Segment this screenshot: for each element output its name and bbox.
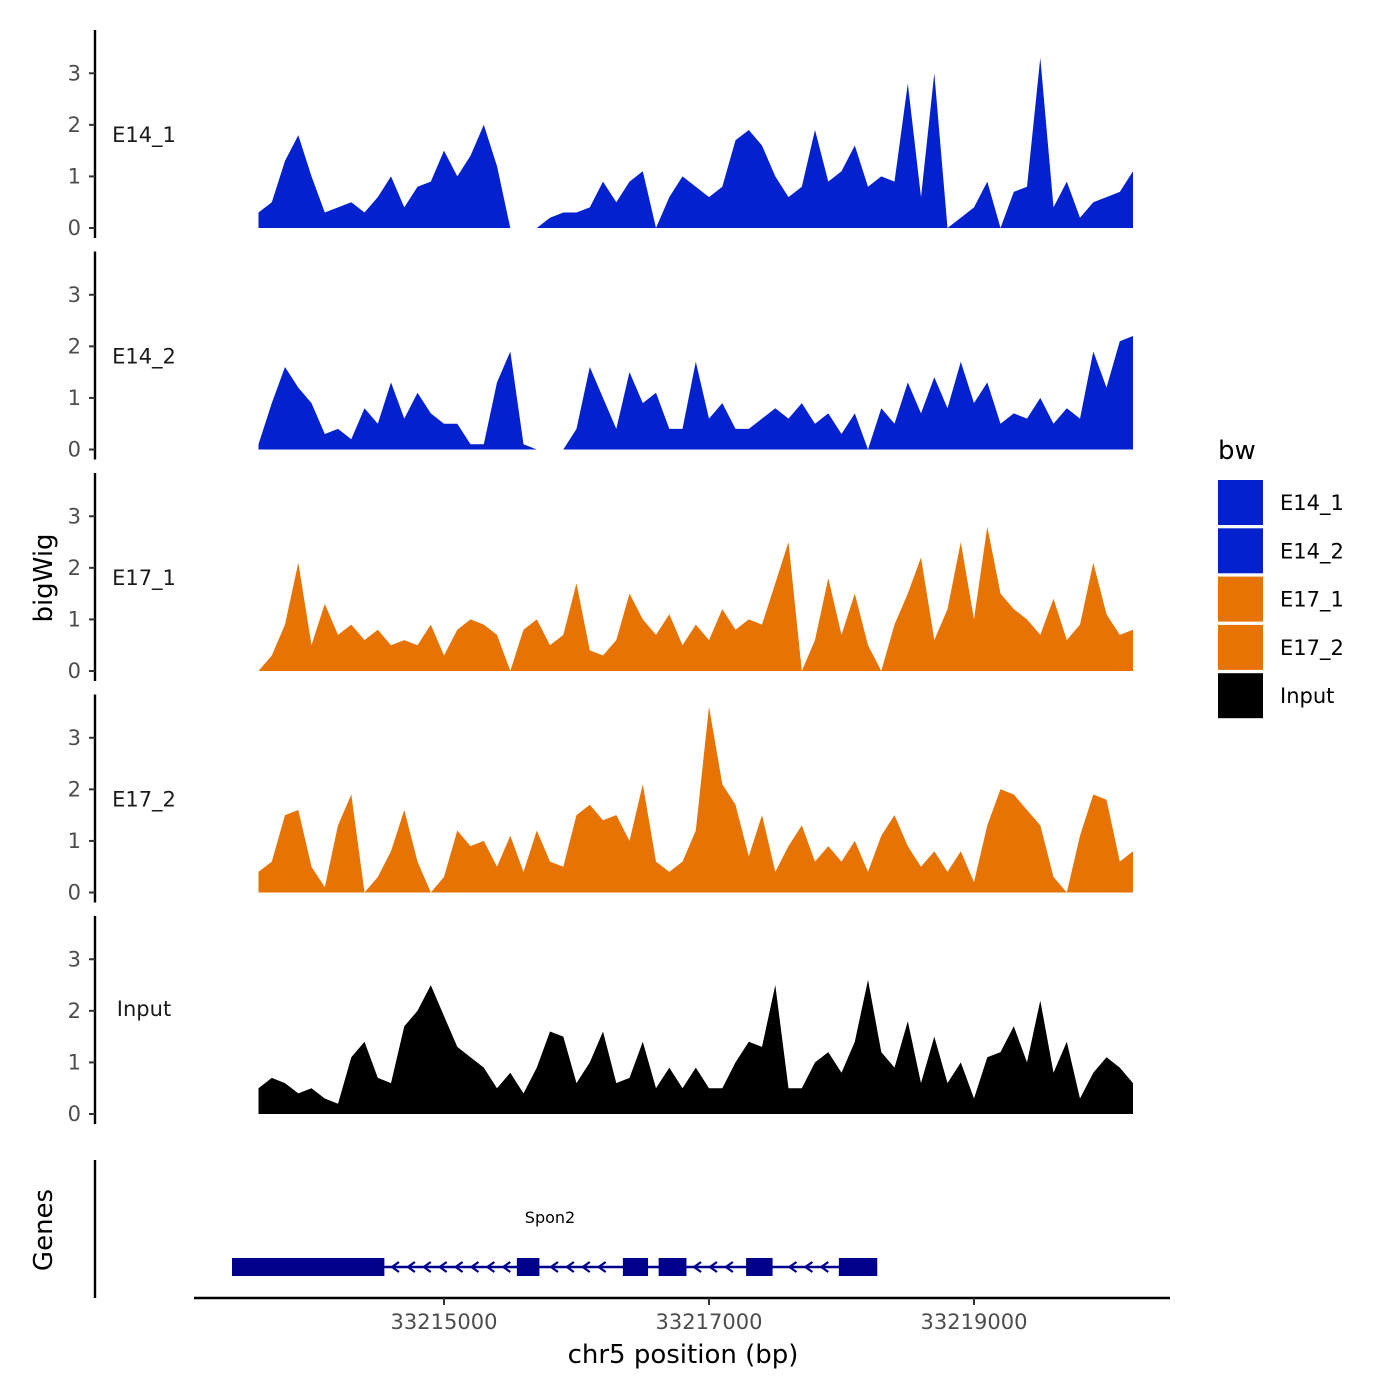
legend-label-E17_1: E17_1	[1280, 588, 1344, 613]
x-axis-title: chr5 position (bp)	[568, 1340, 799, 1370]
y-tick-label: 2	[68, 999, 81, 1023]
x-tick-label: 33217000	[656, 1310, 763, 1334]
track-label-E14_2: E14_2	[112, 345, 176, 370]
strand-arrow	[390, 1261, 400, 1273]
track-E17_1: 0 1 2 3 E17_1	[68, 473, 1133, 683]
y-tick-label: 1	[68, 164, 81, 188]
strand-arrow	[692, 1261, 702, 1273]
y-tick-label: 3	[68, 61, 81, 85]
y-tick-label: 0	[68, 881, 81, 905]
legend-label-E14_2: E14_2	[1280, 539, 1344, 564]
y-tick-label: 1	[68, 1050, 81, 1074]
genes-axis-title: Genes	[29, 1189, 59, 1271]
y-tick-label: 0	[68, 438, 81, 462]
gene-panel: Spon2	[93, 1160, 878, 1298]
y-tick-label: 2	[68, 113, 81, 137]
y-tick-label: 3	[68, 726, 81, 750]
strand-arrow	[437, 1261, 448, 1273]
gene-exon	[232, 1258, 385, 1276]
gene-exon	[658, 1258, 687, 1276]
legend-label-Input: Input	[1280, 684, 1334, 708]
strand-arrow	[549, 1261, 559, 1273]
area-E17_2	[258, 706, 1133, 893]
area-Input	[258, 979, 1133, 1114]
y-tick-label: 2	[68, 334, 81, 358]
strand-arrow	[564, 1261, 575, 1273]
gene-exon	[516, 1258, 540, 1276]
strand-arrow	[596, 1261, 607, 1273]
area-E14_1	[258, 57, 1133, 228]
legend-label-E17_2: E17_2	[1280, 636, 1344, 661]
strand-arrow	[485, 1261, 496, 1273]
strand-arrow	[453, 1261, 464, 1273]
y-tick-label: 2	[68, 556, 81, 580]
y-tick-label: 0	[68, 659, 81, 683]
strand-arrow	[421, 1261, 432, 1273]
x-tick-label: 33219000	[921, 1310, 1028, 1334]
gene-exon	[746, 1258, 773, 1276]
area-E17_1	[258, 526, 1133, 671]
x-tick-label: 33215000	[391, 1310, 498, 1334]
y-tick-label: 3	[68, 947, 81, 971]
y-tick-label: 2	[68, 777, 81, 801]
gene-exon	[622, 1258, 649, 1276]
track-label-E17_1: E17_1	[112, 566, 176, 591]
legend-swatch-E17_2	[1218, 624, 1263, 670]
strand-arrow	[819, 1261, 829, 1273]
strand-arrow	[501, 1261, 511, 1273]
y-tick-label: 3	[68, 504, 81, 528]
gene-exon	[838, 1258, 878, 1276]
track-E14_1: 0 1 2 3 E14_1	[68, 30, 1133, 240]
legend-title: bw	[1218, 436, 1256, 466]
strand-arrow	[708, 1261, 718, 1273]
legend-swatch-E17_1	[1218, 576, 1263, 622]
track-Input: 0 1 2 3 Input	[68, 916, 1133, 1126]
gene-name-label: Spon2	[525, 1208, 575, 1227]
legend: bw E14_1 E14_2 E17_1 E17_2 Input	[1218, 436, 1344, 719]
track-E14_2: 0 1 2 3 E14_2	[68, 251, 1133, 462]
strand-arrow	[787, 1261, 798, 1273]
y-tick-label: 3	[68, 283, 81, 307]
strand-arrow	[580, 1261, 591, 1273]
track-label-Input: Input	[117, 997, 171, 1021]
track-label-E14_1: E14_1	[112, 123, 176, 148]
legend-label-E14_1: E14_1	[1280, 491, 1344, 516]
bigwig-tracks: 0 1 2 3 E14_1 0 1 2 3 E14_2 0 1 2 3 E17_1 0 1 2 3 E17_2 0 1 2 3…	[68, 30, 1133, 1126]
strand-arrow	[469, 1261, 480, 1273]
y-tick-label: 0	[68, 1102, 81, 1126]
legend-swatch-Input	[1218, 673, 1263, 719]
y-axis-title: bigWig	[29, 533, 59, 622]
x-axis: 33215000 33217000 33219000	[194, 1296, 1170, 1334]
legend-swatch-E14_2	[1218, 528, 1263, 574]
y-tick-label: 0	[68, 216, 81, 240]
strand-arrow	[803, 1261, 814, 1273]
y-tick-label: 1	[68, 386, 81, 410]
legend-swatch-E14_1	[1218, 480, 1263, 525]
strand-arrow	[723, 1261, 734, 1273]
y-tick-label: 1	[68, 829, 81, 853]
track-label-E17_2: E17_2	[112, 788, 176, 813]
area-E14_2	[258, 336, 1133, 450]
track-E17_2: 0 1 2 3 E17_2	[68, 694, 1133, 905]
y-tick-label: 1	[68, 607, 81, 631]
strand-arrow	[405, 1261, 416, 1273]
